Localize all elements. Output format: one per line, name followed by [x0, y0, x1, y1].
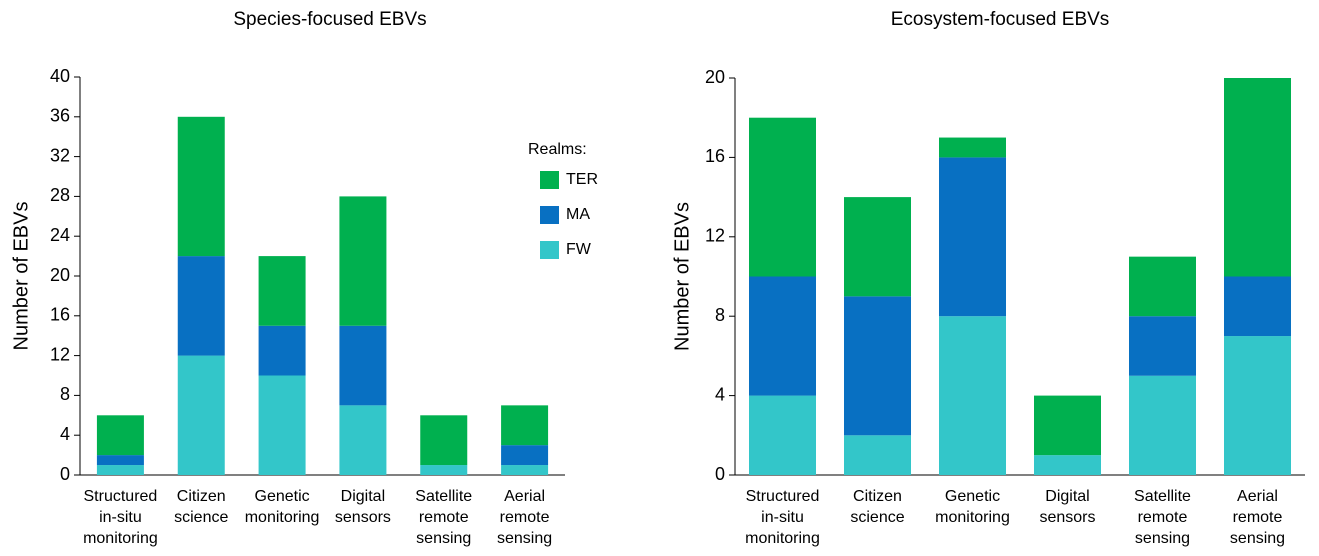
x-tick-label: monitoring [245, 509, 320, 526]
x-tick-label: sensing [416, 530, 471, 547]
x-tick-label: remote [1233, 509, 1283, 526]
y-tick-label: 24 [50, 225, 70, 245]
y-tick-label: 28 [50, 185, 70, 205]
bar-segment [749, 276, 816, 396]
legend-swatch [540, 171, 559, 189]
chart-title: Species-focused EBVs [233, 9, 426, 30]
bar-segment [177, 256, 225, 356]
x-tick-label: sensing [1230, 530, 1285, 547]
x-tick-label: Structured [84, 488, 158, 505]
x-tick-label: sensors [335, 509, 391, 526]
bar-segment [1224, 276, 1291, 337]
x-tick-label: remote [1138, 509, 1188, 526]
legend-title: Realms: [528, 141, 587, 158]
y-tick-label: 36 [50, 106, 70, 126]
x-tick-label: Satellite [1134, 488, 1191, 505]
bar-segment [1224, 336, 1291, 475]
bar-segment [420, 415, 468, 466]
x-tick-label: remote [419, 509, 469, 526]
bar-segment [420, 465, 468, 475]
bar-segment [258, 375, 306, 475]
x-tick-label: Genetic [945, 488, 1000, 505]
x-tick-label: remote [500, 509, 550, 526]
y-tick-label: 20 [50, 265, 70, 285]
y-tick-label: 16 [50, 305, 70, 325]
y-tick-label: 32 [50, 145, 70, 165]
bar-segment [501, 405, 549, 446]
bar-segment [844, 435, 911, 475]
bar-segment [939, 137, 1006, 158]
bar-segment [939, 316, 1006, 475]
bar-segment [844, 296, 911, 436]
bar-segment [1129, 316, 1196, 376]
x-tick-label: sensing [497, 530, 552, 547]
bar-segment [749, 395, 816, 475]
x-tick-label: Aerial [1237, 488, 1278, 505]
chart-title: Ecosystem-focused EBVs [891, 9, 1110, 30]
bar-segment [1034, 395, 1101, 456]
x-tick-label: Aerial [504, 488, 545, 505]
bar-segment [1034, 455, 1101, 475]
x-tick-label: in-situ [99, 509, 142, 526]
x-tick-label: Digital [341, 488, 385, 505]
bar-segment [96, 465, 144, 475]
x-tick-label: Digital [1045, 488, 1089, 505]
x-tick-label: Genetic [255, 488, 310, 505]
y-tick-label: 4 [60, 424, 70, 444]
x-tick-label: in-situ [761, 509, 804, 526]
bar-segment [1129, 256, 1196, 317]
x-tick-label: monitoring [935, 509, 1010, 526]
y-tick-label: 40 [50, 66, 70, 86]
bar-segment [339, 196, 387, 326]
bar-segment [1224, 78, 1291, 277]
y-tick-label: 8 [60, 384, 70, 404]
x-tick-label: Citizen [177, 488, 226, 505]
y-tick-label: 4 [715, 384, 725, 404]
y-tick-label: 8 [715, 305, 725, 325]
bar-segment [96, 455, 144, 466]
bar-segment [258, 256, 306, 326]
legend-label: TER [566, 171, 598, 188]
bar-segment [501, 465, 549, 475]
x-tick-label: Citizen [853, 488, 902, 505]
bar-segment [1129, 375, 1196, 475]
bar-segment [844, 197, 911, 297]
y-tick-label: 12 [705, 226, 725, 246]
y-tick-label: 12 [50, 344, 70, 364]
bar-segment [177, 116, 225, 257]
bar-segment [258, 325, 306, 376]
legend-label: MA [566, 206, 590, 223]
x-tick-label: science [174, 509, 228, 526]
x-tick-label: sensing [1135, 530, 1190, 547]
x-tick-label: monitoring [745, 530, 820, 547]
bar-segment [749, 117, 816, 277]
x-tick-label: monitoring [83, 530, 158, 547]
bar-segment [339, 405, 387, 475]
y-tick-label: 0 [715, 464, 725, 484]
y-tick-label: 0 [60, 464, 70, 484]
bar-segment [339, 325, 387, 406]
x-tick-label: science [850, 509, 904, 526]
x-tick-label: Structured [746, 488, 820, 505]
bar-segment [177, 355, 225, 475]
legend-swatch [540, 206, 559, 224]
y-axis-label: Number of EBVs [671, 202, 693, 351]
bar-segment [939, 157, 1006, 317]
x-tick-label: sensors [1039, 509, 1095, 526]
bar-segment [96, 415, 144, 456]
y-tick-label: 20 [705, 67, 725, 87]
legend-swatch [540, 241, 559, 259]
legend-label: FW [566, 241, 592, 258]
x-tick-label: Satellite [415, 488, 472, 505]
bar-segment [501, 445, 549, 466]
y-axis-label: Number of EBVs [10, 202, 32, 351]
y-tick-label: 16 [705, 146, 725, 166]
